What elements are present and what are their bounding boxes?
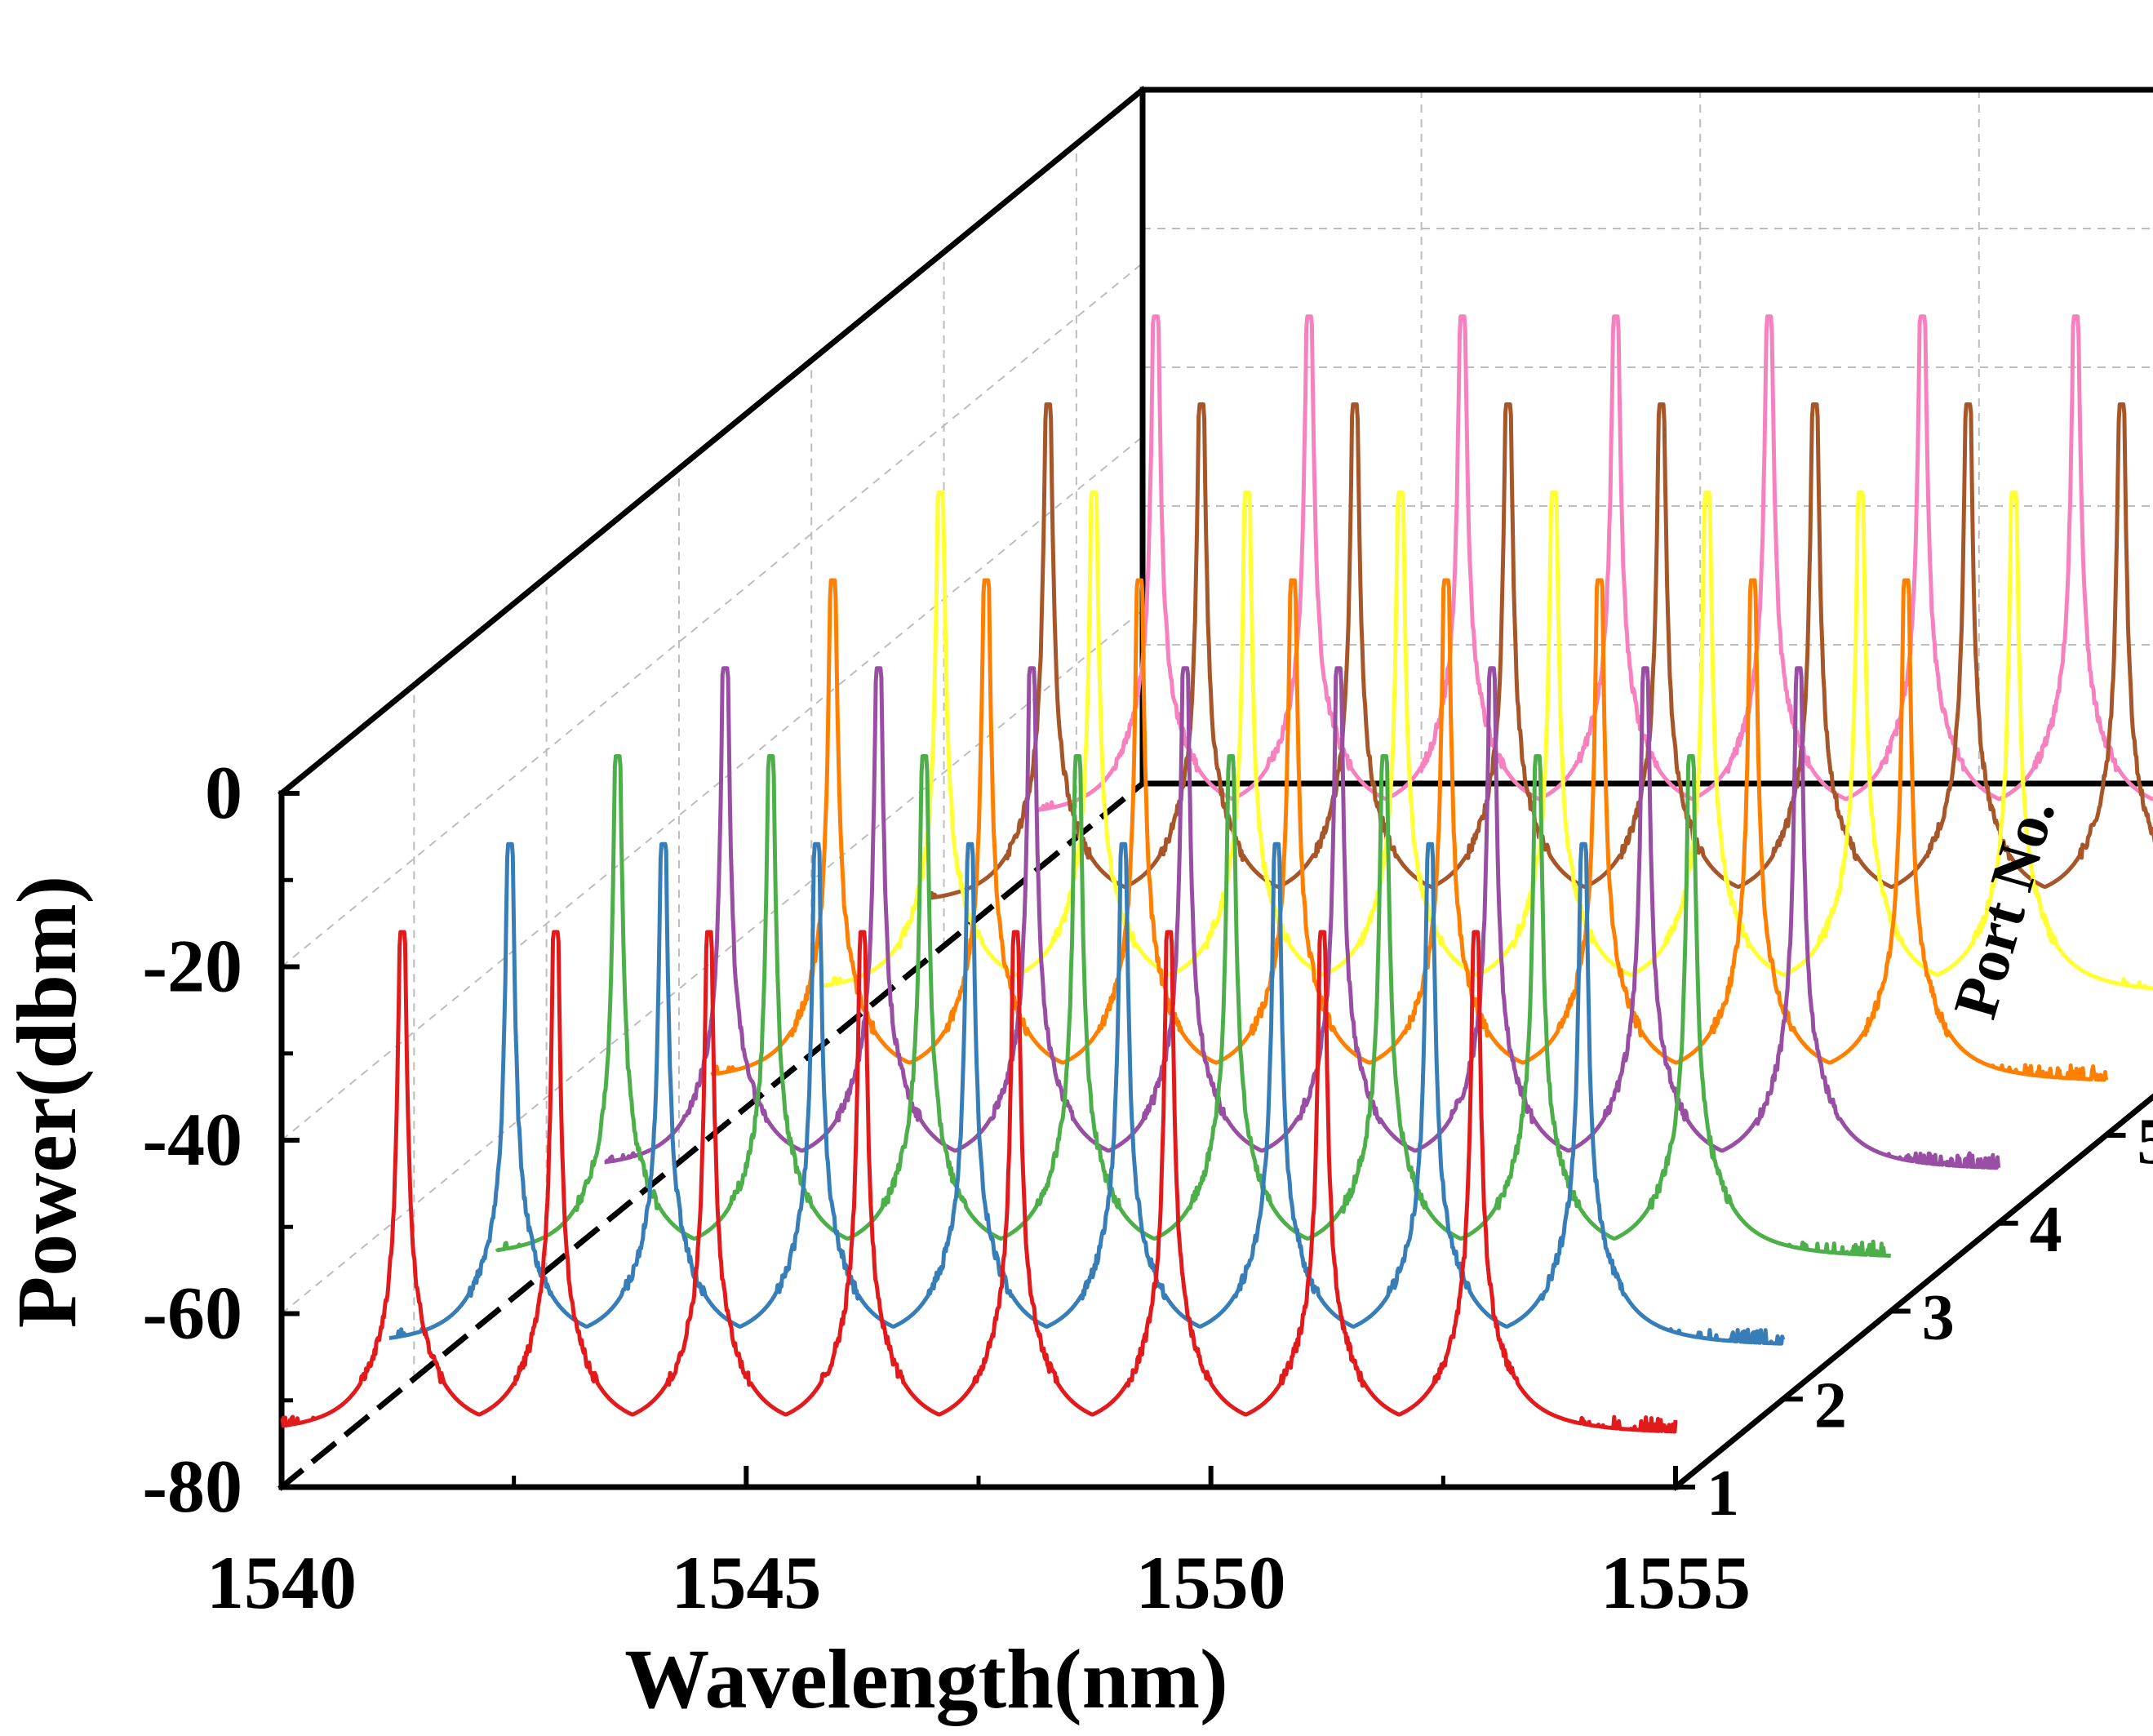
left-wall-gridline xyxy=(281,262,1143,968)
z-tick-label: 5 xyxy=(2137,1106,2153,1178)
series-line-port-3 xyxy=(495,754,1893,1259)
z-tick-label: 2 xyxy=(1814,1370,1847,1441)
x-tick-label: 1550 xyxy=(1136,1541,1286,1624)
top-left-edge xyxy=(277,86,1147,797)
series-line-port-2 xyxy=(388,841,1786,1346)
y-tick-label: 0 xyxy=(205,751,242,834)
z-tick-label: 1 xyxy=(1707,1458,1739,1530)
z-axis-title: Port No. xyxy=(1941,792,2068,1026)
y-tick-label: -20 xyxy=(142,925,242,1008)
series-line-port-7 xyxy=(926,402,2153,901)
series-line-port-5 xyxy=(710,578,2108,1082)
y-tick-label: -60 xyxy=(142,1272,242,1355)
grid-layer xyxy=(281,90,2153,1379)
y-tick-label: -80 xyxy=(142,1445,242,1528)
series-line-port-1 xyxy=(280,930,1678,1434)
y-axis-title: Power(dbm) xyxy=(0,876,94,1329)
x-tick-label: 1540 xyxy=(206,1541,357,1624)
left-wall-gridline xyxy=(281,609,1143,1315)
z-tick-label: 3 xyxy=(1922,1282,1955,1354)
x-axis-title: Wavelength(nm) xyxy=(624,1632,1228,1726)
y-tick-label: -40 xyxy=(142,1098,242,1181)
left-wall-gridline xyxy=(281,436,1143,1141)
series-line-port-4 xyxy=(603,666,2001,1170)
x-tick-label: 1545 xyxy=(671,1541,821,1624)
z-tick-label: 4 xyxy=(2030,1194,2062,1266)
series-line-port-6 xyxy=(819,490,2153,991)
hidden-floor-edge xyxy=(277,779,1147,1491)
series-line-port-8 xyxy=(1033,314,2153,813)
x-tick-label: 1555 xyxy=(1600,1541,1751,1624)
series-layer xyxy=(280,314,2153,1434)
